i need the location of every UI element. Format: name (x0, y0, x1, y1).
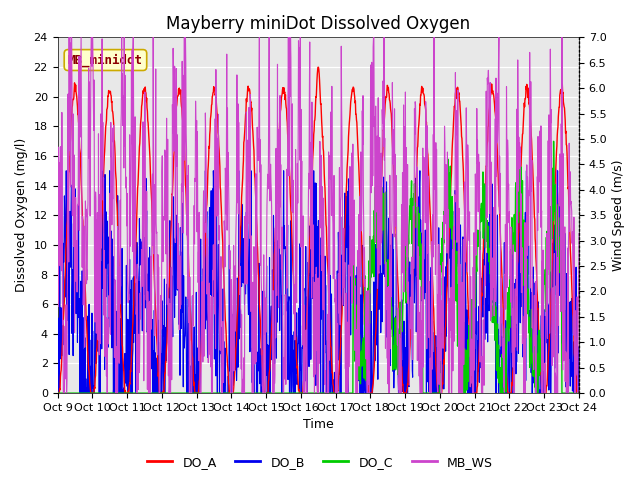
Title: Mayberry miniDot Dissolved Oxygen: Mayberry miniDot Dissolved Oxygen (166, 15, 470, 33)
Y-axis label: Dissolved Oxygen (mg/l): Dissolved Oxygen (mg/l) (15, 138, 28, 292)
Legend: DO_A, DO_B, DO_C, MB_WS: DO_A, DO_B, DO_C, MB_WS (142, 451, 498, 474)
X-axis label: Time: Time (303, 419, 333, 432)
Text: MB_minidot: MB_minidot (68, 53, 143, 67)
Y-axis label: Wind Speed (m/s): Wind Speed (m/s) (612, 159, 625, 271)
